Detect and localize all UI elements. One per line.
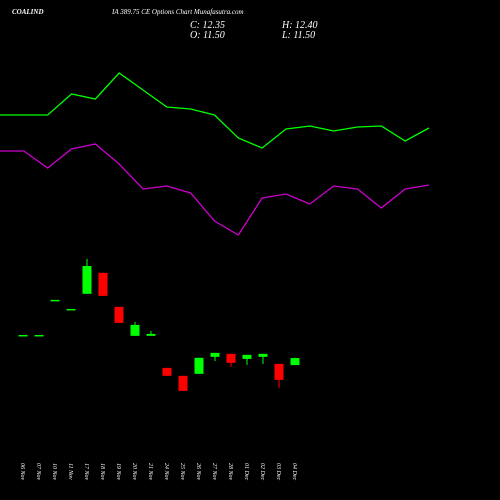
candle-body (258, 353, 268, 357)
ohlc-open: O: 11.50 (190, 30, 225, 41)
x-tick-label: 26 Nov (195, 463, 201, 481)
candle-body (162, 367, 172, 376)
candle-body (130, 324, 140, 336)
x-tick-label: 27 Nov (211, 463, 217, 481)
candle-body (50, 299, 60, 302)
ohlc-close: C: 12.35 (190, 20, 225, 31)
x-tick-label: 17 Nov (83, 463, 89, 481)
candle-body (98, 272, 108, 296)
candle-body (242, 354, 252, 359)
candle-body (290, 358, 300, 366)
candle-body (178, 375, 188, 391)
x-tick-label: 10 Nov (51, 463, 57, 481)
x-tick-label: 07 Nov (35, 463, 41, 481)
x-tick-label: 25 Nov (179, 463, 185, 481)
candle-body (66, 308, 76, 311)
indicator-line (0, 72, 430, 149)
candle-body (18, 334, 28, 337)
candle-body (210, 352, 220, 357)
x-tick-label: 21 Nov (147, 463, 153, 481)
ohlc-low: L: 11.50 (281, 30, 315, 41)
indicator-line (0, 143, 430, 236)
candle-body (114, 306, 124, 323)
x-tick-label: 11 Nov (67, 463, 73, 480)
x-tick-label: 03 Dec (275, 463, 281, 480)
x-tick-label: 02 Dec (259, 463, 265, 480)
candle-body (34, 334, 44, 337)
x-tick-label: 20 Nov (131, 463, 137, 481)
ohlc-high: H: 12.40 (281, 20, 318, 31)
x-tick-label: 28 Nov (227, 463, 233, 481)
chart-title: IA 389.75 CE Options Chart Munafasutra.c… (111, 8, 244, 16)
x-tick-label: 24 Nov (163, 463, 170, 481)
candle-body (274, 363, 284, 380)
x-tick-label: 19 Nov (115, 463, 121, 481)
chart-title-left: COALIND (12, 8, 44, 16)
x-tick-label: 04 Dec (291, 463, 298, 480)
x-tick-label: 06 Nov (19, 463, 25, 481)
candle-body (226, 353, 236, 363)
candle-body (82, 265, 92, 294)
candle-body (146, 333, 156, 336)
x-tick-label: 18 Nov (99, 463, 105, 481)
candle-body (194, 357, 204, 374)
x-tick-label: 01 Dec (243, 463, 249, 480)
